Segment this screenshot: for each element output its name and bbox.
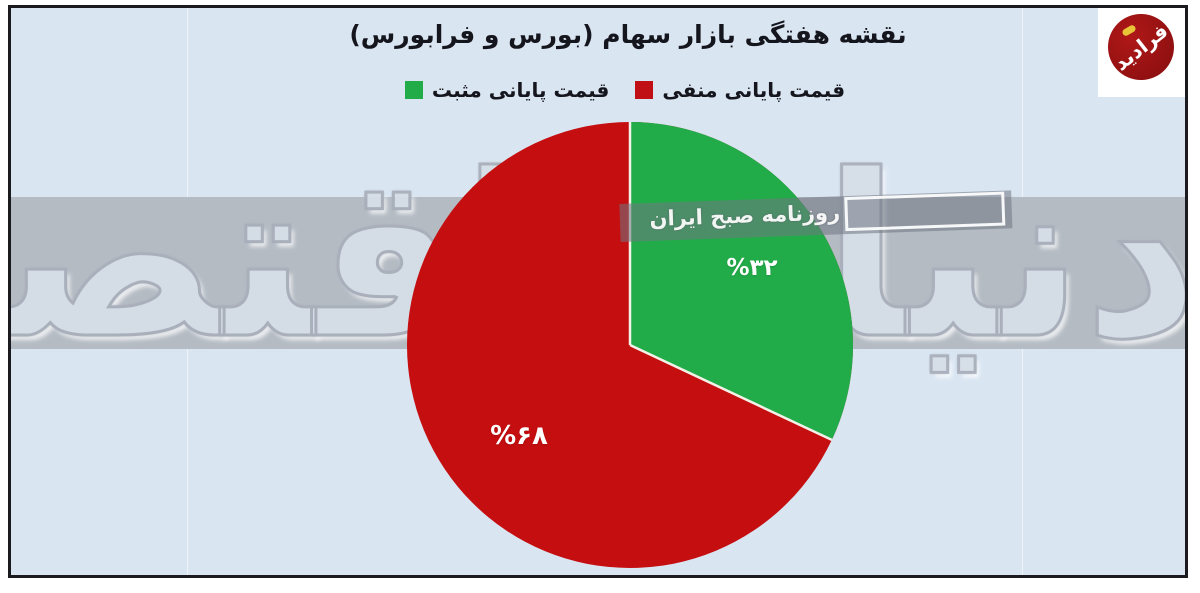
legend-item-negative: قیمت پایانی منفی xyxy=(635,80,845,100)
logo-text: فرادید xyxy=(1109,18,1173,76)
chart-legend: قیمت پایانی مثبت قیمت پایانی منفی xyxy=(38,78,1185,102)
watermark-frame-box xyxy=(844,191,1006,232)
legend-label-positive: قیمت پایانی مثبت xyxy=(431,78,610,102)
legend-label-negative: قیمت پایانی منفی xyxy=(662,78,846,102)
slice-label-positive: %۳۲ xyxy=(726,255,778,281)
legend-swatch-positive-icon xyxy=(404,81,423,99)
chart-title: نقشه هفتگی بازار سهام (بورس و فرابورس) xyxy=(349,20,907,49)
site-logo: فرادید xyxy=(1108,14,1174,80)
watermark-tagline: روزنامه صبح ایران xyxy=(649,200,841,231)
slice-label-negative: %۶۸ xyxy=(490,421,548,451)
legend-item-positive: قیمت پایانی مثبت xyxy=(404,78,610,102)
legend-swatch-negative-icon xyxy=(635,81,654,99)
chart-canvas: دنیای اقتصاد %۳۲ %۶۸ نقشه هفتگی بازار سه… xyxy=(8,5,1188,578)
